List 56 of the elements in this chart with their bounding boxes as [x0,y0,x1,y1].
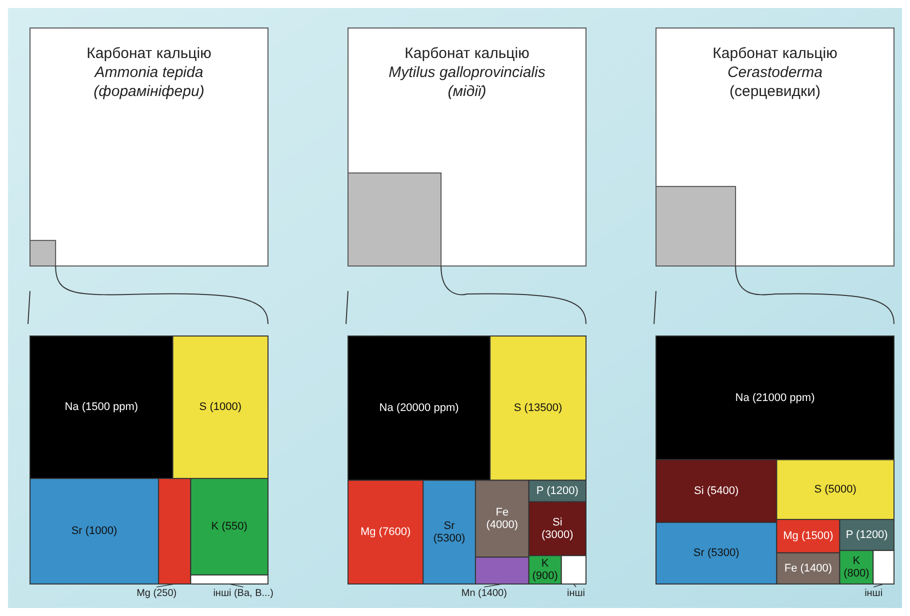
text: Cerastoderma [727,64,823,81]
category-label: Na [735,392,750,404]
data-label: (250) [150,588,177,599]
data-label: (7600) [376,526,411,538]
data-label: (900) [532,570,558,582]
category-label: Mn [461,588,476,599]
data-label: (1000) [206,401,242,414]
data-label: (1500 ppm) [78,401,138,414]
category-label: інші [567,588,585,599]
category-label: інші [864,588,883,599]
data-label: (5400) [704,484,739,497]
data-label: (550) [218,520,248,533]
text: (мідії) [448,83,486,100]
data-label: (3000) [542,528,574,541]
text: Карбонат кальцію [712,45,838,62]
category-label: Mg [360,526,376,538]
category-label: P [536,484,544,497]
data-label: (1400) [797,562,832,574]
category-label: Sr [693,547,705,560]
category-label: Sr [444,520,456,532]
category-label: S [514,402,522,414]
category-label: Si [694,484,704,497]
data-label: (20000 ppm) [393,402,459,414]
data-label: (5300) [704,547,740,560]
category-label: Sr [71,525,83,538]
data-label: (1400) [475,588,507,599]
data-label: (800) [844,567,870,580]
category-label: Mg [136,588,150,599]
category-label: Si [552,516,562,528]
data-label: (13500) [521,402,562,414]
text: (серцевидки) [730,83,820,100]
data-label: (5000) [822,483,856,496]
category-label: K [211,520,220,533]
text: Карбонат кальцію [404,45,530,62]
data-label: (1200) [852,528,888,541]
text: Mytilus galloprovincialis [388,64,546,81]
category-label: Fe [496,506,509,518]
data-label: (1000) [82,525,118,538]
data-label: (5300) [433,532,466,544]
category-label: Fe [784,562,798,574]
category-label: P [846,528,853,541]
category-label: Mg [783,530,798,542]
category-label: Na [64,401,80,414]
data-label: (21000 ppm) [749,392,815,404]
data-label: (4000) [486,518,518,531]
category-label: K [541,557,550,570]
category-label: інші (Ba, B...) [213,588,274,599]
data-label: (1200) [544,484,578,497]
category-label: S [199,401,207,414]
text: Ammonia tepida [94,64,204,81]
category-label: K [852,554,861,567]
text: (форамініфери) [94,83,204,100]
data-label: (1500) [798,530,834,542]
category-label: S [814,483,822,496]
category-label: Na [379,402,394,414]
text: Карбонат кальцію [86,45,212,62]
